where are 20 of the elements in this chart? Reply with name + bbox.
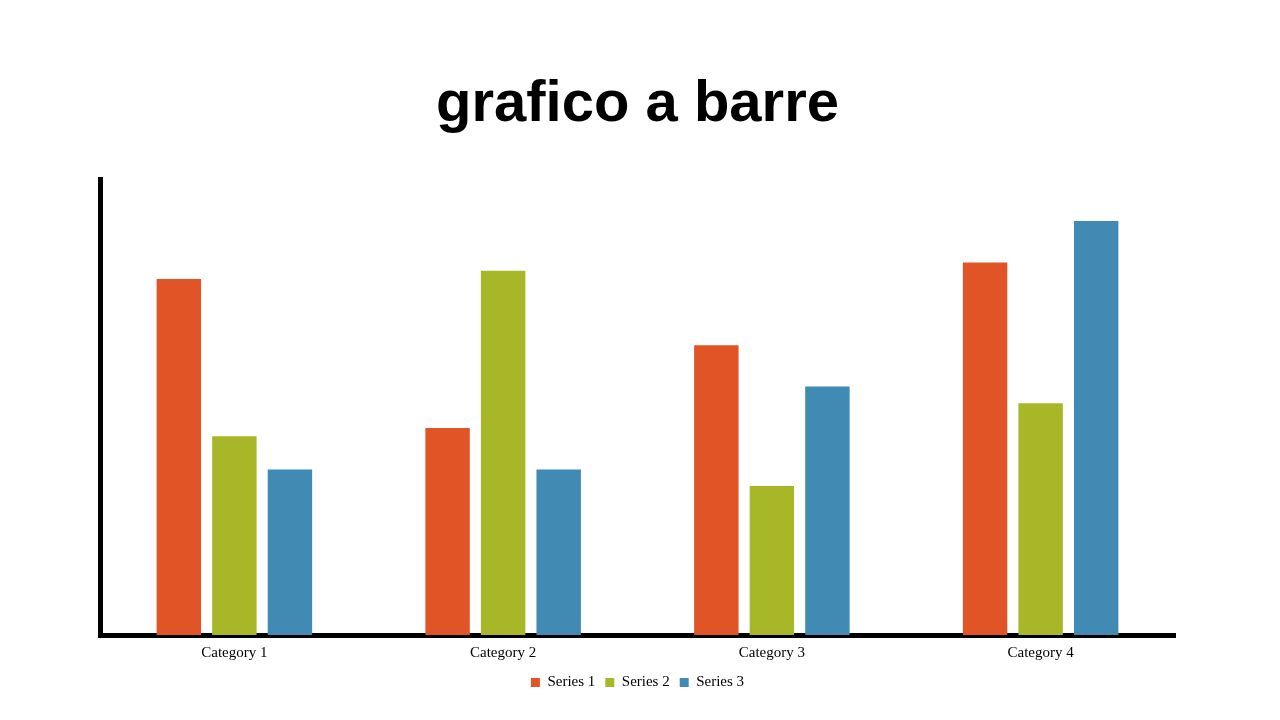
bar: [1073, 221, 1119, 635]
bar: [480, 270, 526, 635]
x-tick-label: Category 4: [1007, 643, 1075, 660]
bar: [962, 262, 1008, 635]
chart-title: grafico a barre: [436, 67, 839, 133]
x-tick-label: Category 2: [470, 643, 537, 660]
bar: [156, 278, 202, 635]
bar: [267, 469, 313, 635]
bar: [1018, 403, 1063, 635]
bar: [425, 428, 470, 635]
bar: [805, 386, 850, 635]
legend-label: Series 2: [621, 673, 670, 690]
x-tick-label: Category 1: [201, 643, 268, 660]
bar: [536, 469, 581, 635]
bar: [694, 345, 739, 635]
x-tick-label: Category 3: [738, 643, 805, 660]
legend-label: Series 1: [547, 673, 596, 690]
bar: [749, 485, 795, 635]
bar: [212, 436, 257, 635]
legend-label: Series 3: [696, 673, 745, 690]
